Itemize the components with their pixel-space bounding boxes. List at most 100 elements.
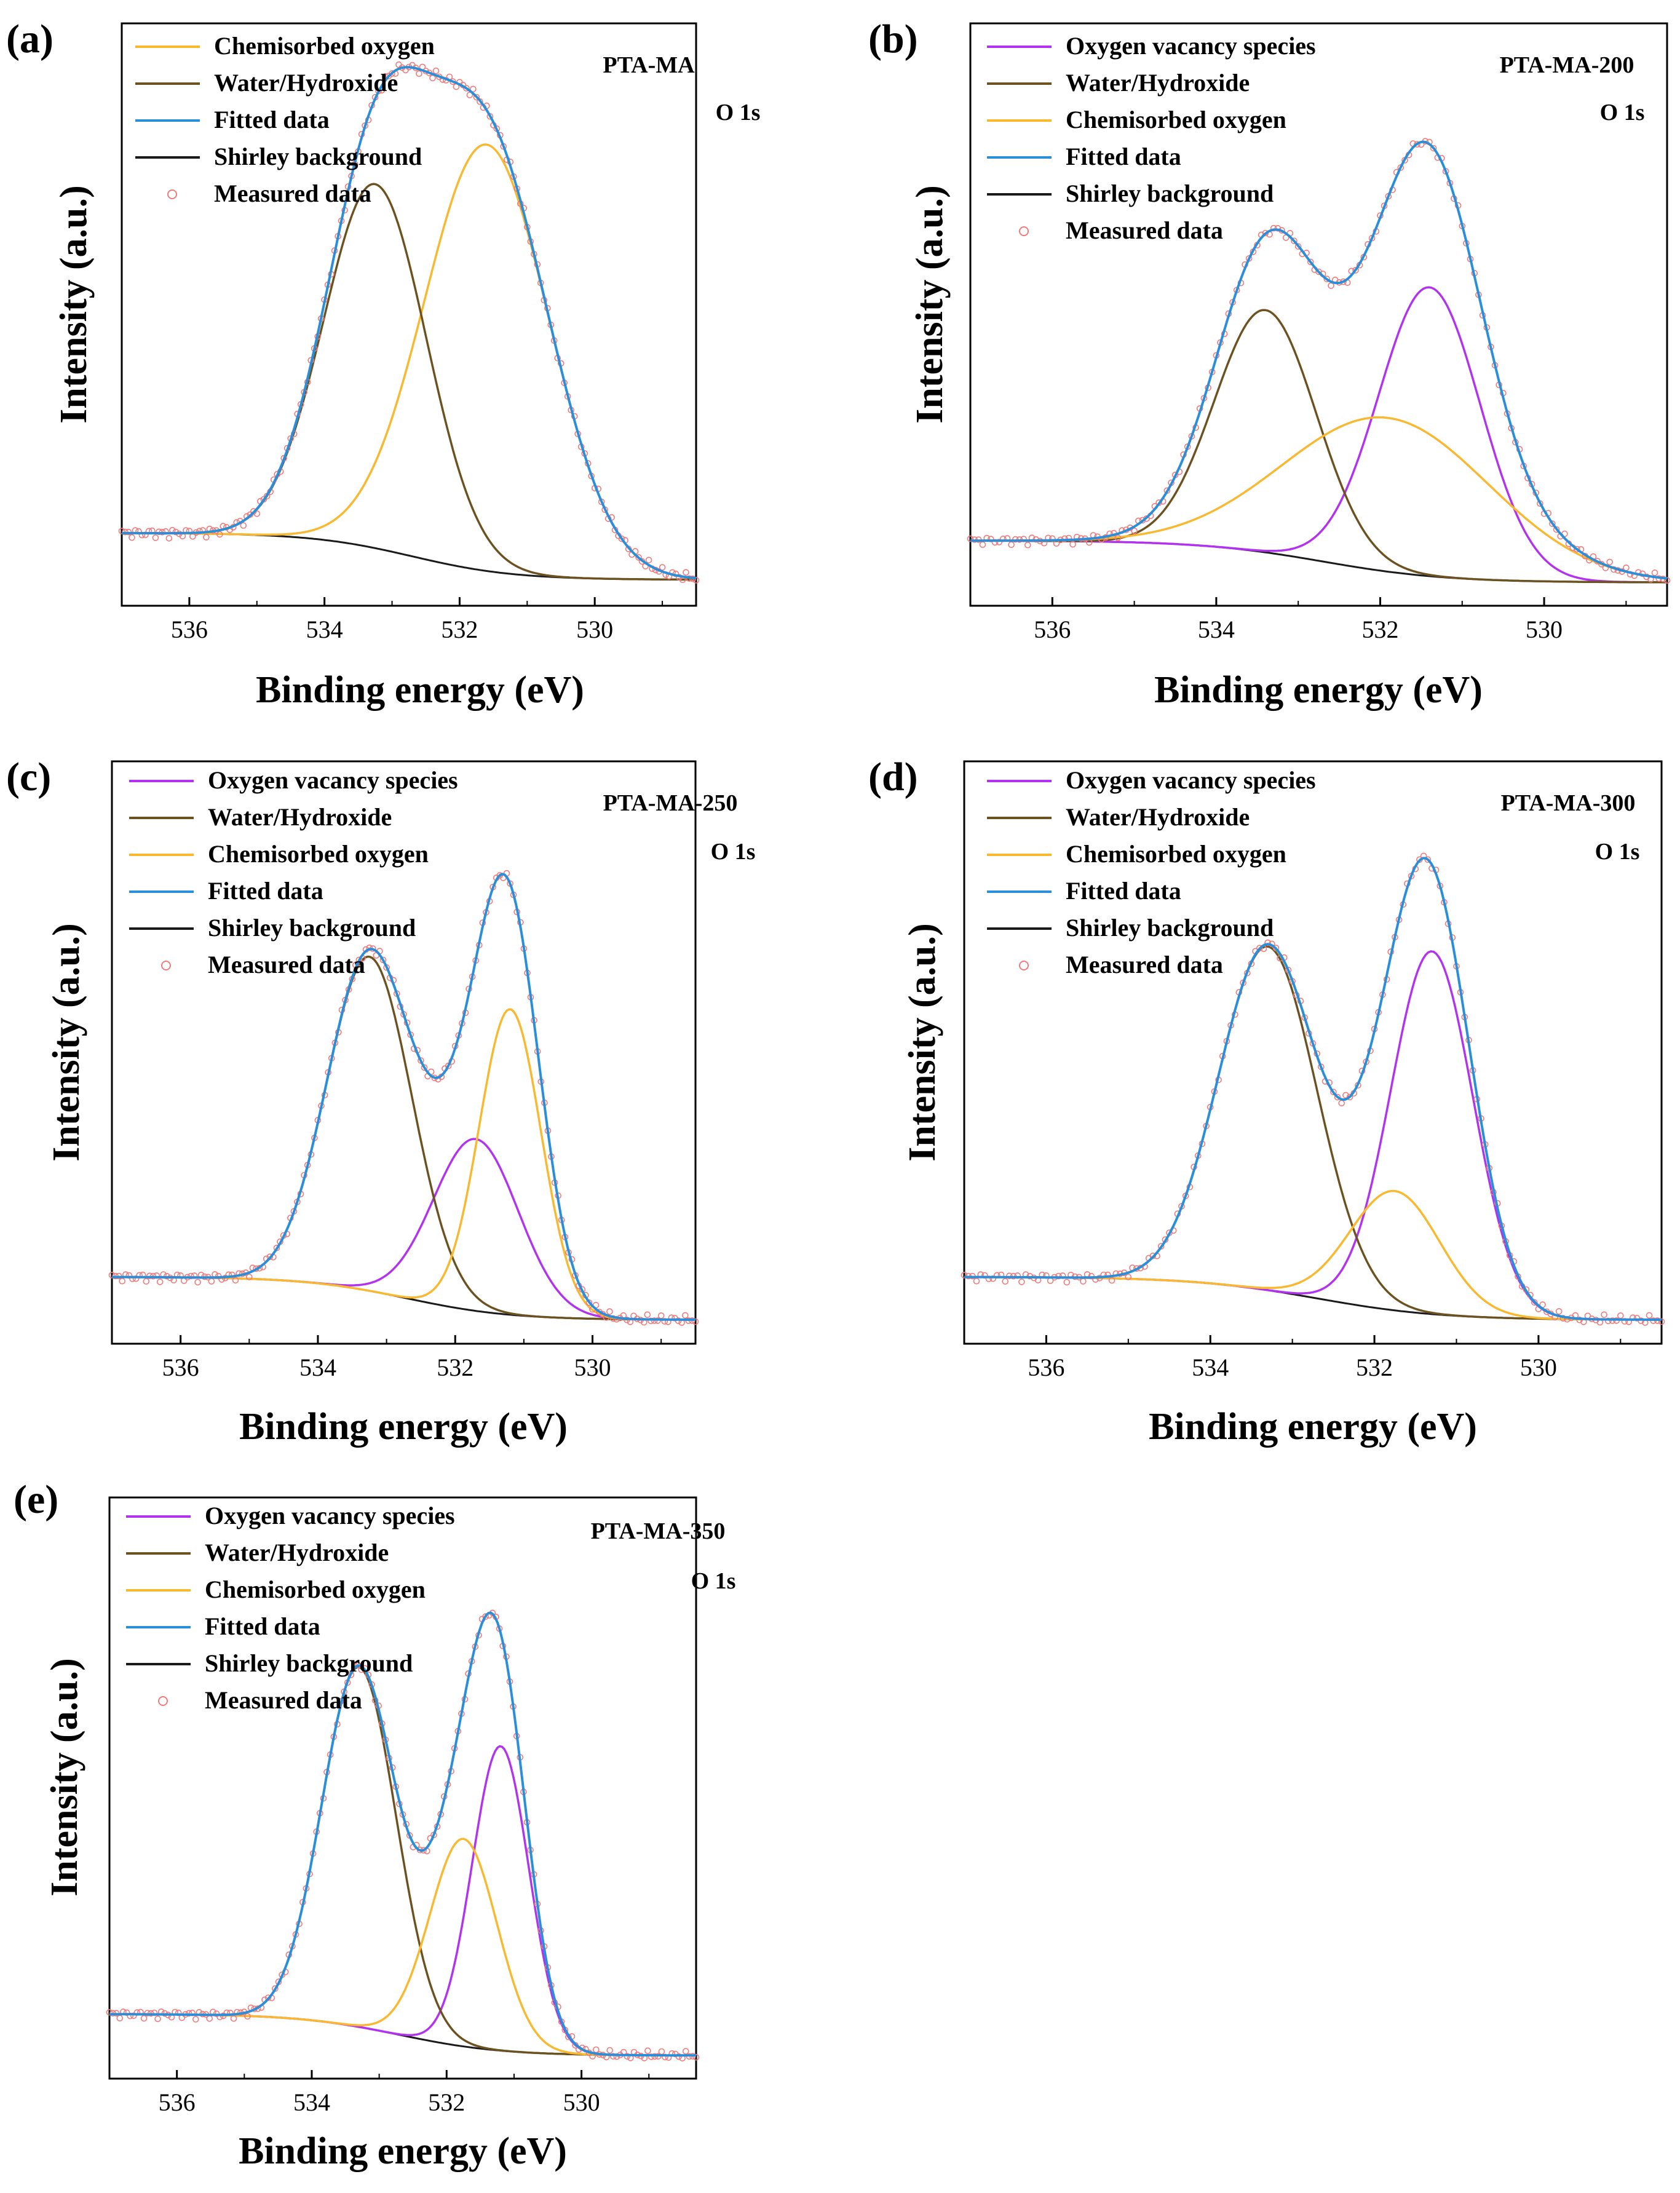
measured-point xyxy=(1018,1279,1025,1285)
measured-point xyxy=(1069,541,1076,548)
measured-point xyxy=(648,1317,654,1325)
measured-point xyxy=(1008,541,1015,549)
region-label: O 1s xyxy=(1600,100,1645,125)
x-tick-label: 530 xyxy=(563,2088,600,2116)
measured-point xyxy=(658,2048,665,2055)
legend-label-chemisorbed: Chemisorbed oxygen xyxy=(1066,106,1286,133)
x-tick-label: 532 xyxy=(1356,1354,1393,1381)
sample-label: PTA-MA-350 xyxy=(591,1518,726,1544)
measured-point xyxy=(1531,1299,1538,1306)
legend: Oxygen vacancy species Water/Hydroxide Che… xyxy=(987,32,1316,244)
measured-point xyxy=(1291,237,1298,245)
legend-label-chemisorbed: Chemisorbed oxygen xyxy=(205,1576,426,1603)
x-tick-label: 536 xyxy=(159,2088,196,2116)
legend-label-water: Water/Hydroxide xyxy=(1066,69,1250,97)
x-tick-label: 530 xyxy=(574,1354,611,1381)
measured-point xyxy=(1574,545,1580,553)
legend-label-measured: Measured data xyxy=(214,180,371,207)
measured-point xyxy=(192,2016,199,2023)
legend-label-shirley: Shirley background xyxy=(1066,180,1274,207)
panel-label: (c) xyxy=(6,755,51,799)
measured-point xyxy=(240,522,247,529)
measured-point xyxy=(1352,267,1359,274)
legend-label-measured: Measured data xyxy=(208,951,365,978)
sample-label: PTA-MA-300 xyxy=(1501,790,1636,816)
legend-label-water: Water/Hydroxide xyxy=(1066,803,1250,831)
water-component-line xyxy=(109,1666,696,2057)
panel-label: (d) xyxy=(868,755,918,799)
measured-point xyxy=(416,70,422,77)
vacancy-component-line xyxy=(109,1745,696,2057)
x-tick-label: 530 xyxy=(1520,1354,1557,1381)
fitted-data-line xyxy=(970,140,1668,580)
legend-label-fitted: Fitted data xyxy=(1066,143,1181,170)
legend-label-water: Water/Hydroxide xyxy=(214,69,398,97)
measured-point xyxy=(1605,1317,1612,1325)
measured-point xyxy=(156,528,162,536)
y-axis-title: Intensity (a.u.) xyxy=(44,1658,85,1897)
legend-label-shirley: Shirley background xyxy=(214,143,422,170)
plot-frame xyxy=(969,22,1668,607)
measured-point xyxy=(165,534,173,542)
measured-point xyxy=(188,1272,194,1280)
measured-point xyxy=(389,70,395,77)
measured-point xyxy=(1553,526,1560,533)
measured-point xyxy=(143,1278,150,1285)
x-axis-title: Binding energy (eV) xyxy=(1149,1406,1477,1448)
legend-label-measured: Measured data xyxy=(205,1686,362,1714)
measured-point xyxy=(1328,282,1334,289)
measured-point xyxy=(232,1277,239,1284)
chemisorbed-component-line xyxy=(964,1189,1662,1321)
measured-point xyxy=(1346,1093,1353,1101)
chemisorbed-component-line xyxy=(109,1838,696,2057)
measured-point xyxy=(463,85,470,92)
measured-point xyxy=(1651,569,1658,576)
x-tick-label: 534 xyxy=(306,616,343,643)
legend: Oxygen vacancy species Water/Hydroxide Che… xyxy=(126,1502,455,1714)
region-label: O 1s xyxy=(691,1568,736,1594)
measured-point xyxy=(1338,1100,1345,1106)
plot-frame xyxy=(121,22,697,607)
measured-point xyxy=(1430,145,1437,152)
measured-point xyxy=(1125,1274,1132,1280)
measured-point xyxy=(473,93,480,101)
measured-point xyxy=(180,1277,188,1284)
x-tick-label: 530 xyxy=(1526,616,1563,643)
measured-point xyxy=(1601,1311,1607,1319)
panel-label: (b) xyxy=(868,17,918,61)
measured-point xyxy=(1264,939,1271,946)
plot-frame xyxy=(963,760,1663,1345)
measured-point xyxy=(1334,1093,1341,1101)
measured-point xyxy=(618,535,625,542)
legend: Oxygen vacancy species Water/Hydroxide Che… xyxy=(987,766,1316,978)
measured-point xyxy=(1108,1277,1115,1284)
x-tick-label: 536 xyxy=(162,1354,199,1381)
legend-label-vacancy: Oxygen vacancy species xyxy=(1066,32,1316,60)
measured-point xyxy=(1424,856,1432,863)
measured-point xyxy=(657,1312,665,1319)
measured-point xyxy=(194,1279,201,1286)
fitted-data-line xyxy=(964,857,1662,1321)
measured-point xyxy=(154,2015,161,2023)
measured-point xyxy=(245,1274,253,1280)
measured-point xyxy=(482,1613,489,1620)
panel-a: 536 534 532 530 Binding energy (eV) Intensity… xyxy=(6,17,760,711)
legend-marker-measured xyxy=(167,189,177,199)
vacancy-component-line xyxy=(112,1138,695,1321)
measured-point xyxy=(1414,141,1420,148)
x-axis-title: Binding energy (eV) xyxy=(256,669,584,711)
legend-marker-measured xyxy=(161,961,171,970)
measured-point xyxy=(253,510,261,517)
x-tick-label: 532 xyxy=(1361,616,1398,643)
x-tick-label: 536 xyxy=(1034,616,1071,643)
legend-label-chemisorbed: Chemisorbed oxygen xyxy=(208,840,429,868)
measured-point xyxy=(609,2053,617,2060)
measured-point xyxy=(1006,1272,1013,1279)
x-axis-title: Binding energy (eV) xyxy=(239,1406,568,1448)
measured-point xyxy=(979,541,986,548)
measured-point xyxy=(146,1272,153,1279)
fitted-data-line xyxy=(112,873,695,1321)
measured-point xyxy=(682,1312,689,1319)
x-tick-label: 536 xyxy=(1028,1354,1064,1381)
